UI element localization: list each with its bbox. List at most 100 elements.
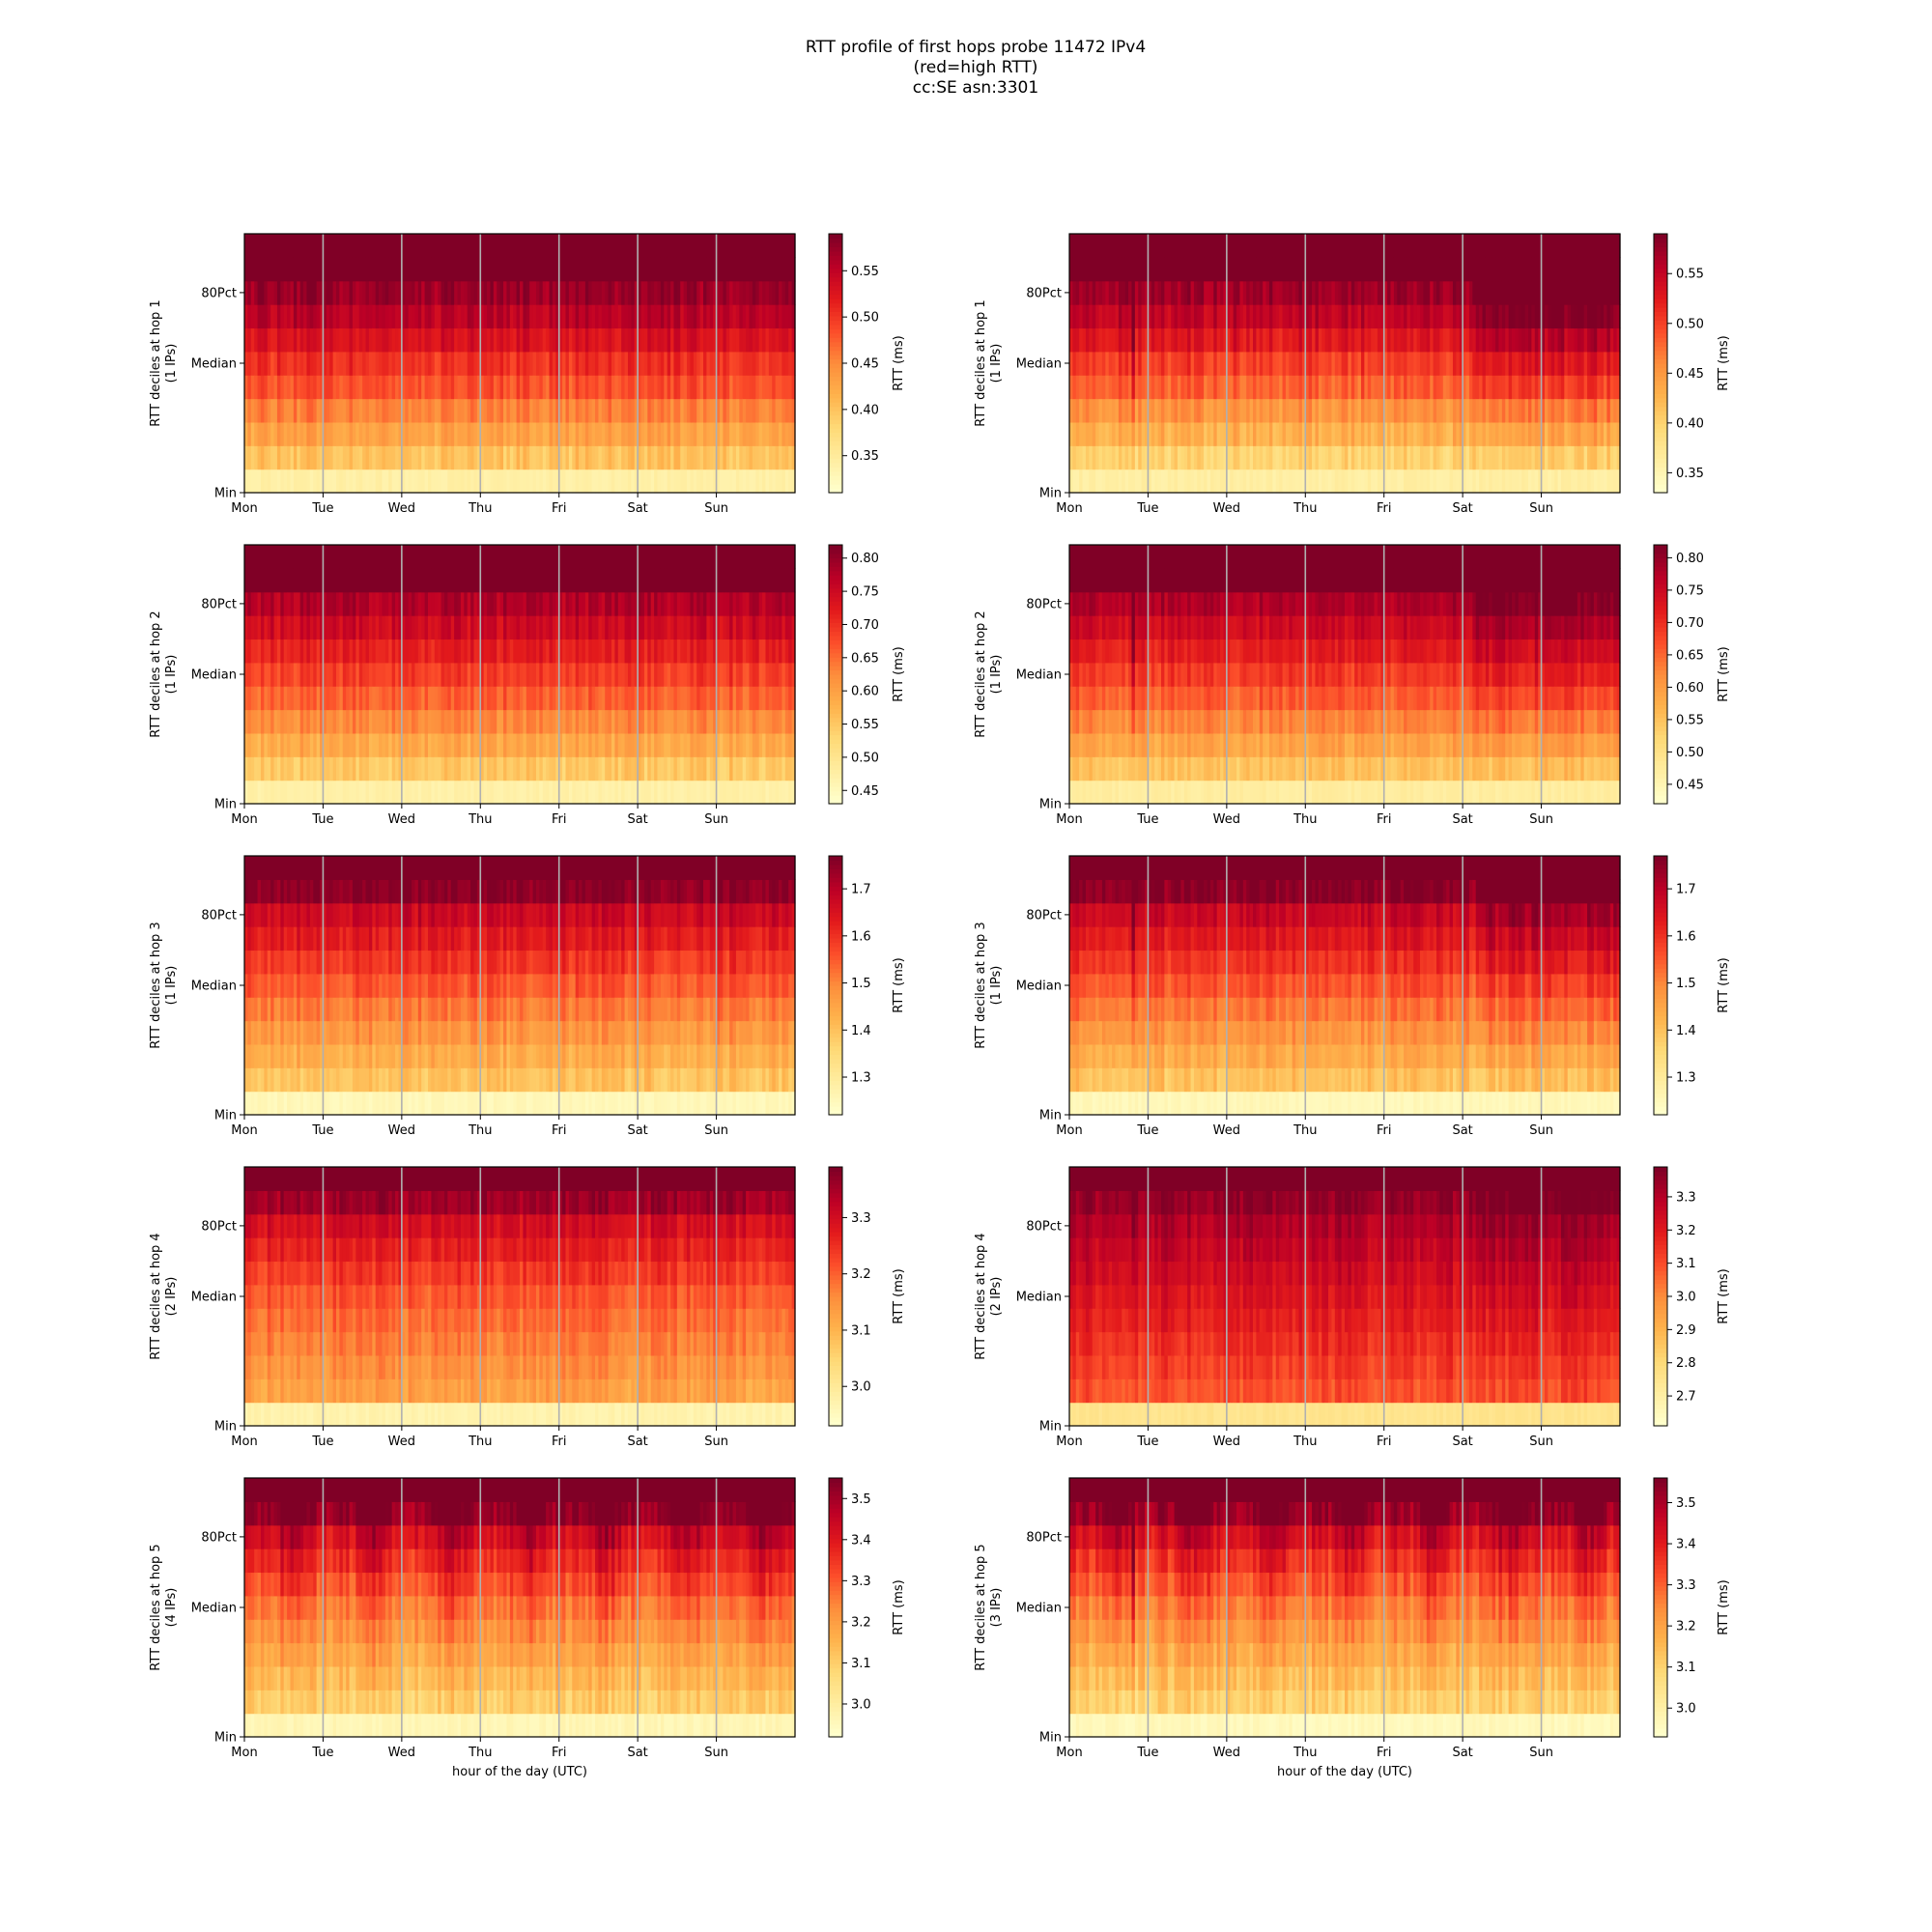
heatmap-cell — [595, 304, 600, 329]
heatmap-cell — [562, 469, 567, 494]
heatmap-cell — [362, 280, 367, 305]
heatmap-cell — [1338, 304, 1343, 329]
heatmap-cell — [1183, 327, 1188, 353]
heatmap-cell — [384, 351, 389, 376]
heatmap-cell — [1118, 304, 1122, 329]
heatmap-cell — [382, 304, 386, 329]
heatmap-cell — [329, 709, 334, 734]
heatmap-cell — [680, 304, 685, 329]
heatmap-cell — [742, 234, 747, 258]
heatmap-cell — [1082, 375, 1087, 400]
heatmap-cell — [483, 234, 488, 258]
heatmap-cell — [1157, 327, 1162, 353]
heatmap-cell — [1298, 257, 1303, 282]
heatmap-cell — [746, 398, 751, 423]
heatmap-cell — [467, 615, 471, 640]
heatmap-cell — [1216, 421, 1221, 446]
heatmap-cell — [391, 351, 396, 376]
heatmap-cell — [460, 469, 465, 494]
heatmap-cell — [457, 257, 462, 282]
heatmap-cell — [1312, 469, 1317, 494]
heatmap-cell — [379, 421, 384, 446]
heatmap-cell — [290, 257, 295, 282]
colorbar-segment — [1654, 470, 1667, 476]
heatmap-cell — [460, 304, 465, 329]
heatmap-cell — [270, 686, 275, 711]
heatmap-cell — [320, 257, 325, 282]
heatmap-cell — [1292, 421, 1296, 446]
heatmap-cell — [283, 615, 288, 640]
heatmap-cell — [680, 469, 685, 494]
heatmap-cell — [447, 257, 452, 282]
heatmap-cell — [1253, 445, 1257, 470]
heatmap-cell — [696, 375, 701, 400]
heatmap-cell — [667, 257, 671, 282]
heatmap-cell — [428, 469, 432, 494]
heatmap-cell — [499, 615, 504, 640]
heatmap-cell — [1183, 375, 1188, 400]
heatmap-cell — [535, 591, 540, 616]
heatmap-cell — [1292, 398, 1296, 423]
heatmap-cell — [487, 280, 492, 305]
heatmap-cell — [1289, 327, 1293, 353]
heatmap-cell — [365, 304, 370, 329]
heatmap-cell — [384, 732, 389, 757]
heatmap-cell — [680, 257, 685, 282]
heatmap-cell — [1430, 351, 1435, 376]
heatmap-cell — [709, 327, 714, 353]
heatmap-cell — [1164, 234, 1169, 258]
heatmap-cell — [1197, 304, 1202, 329]
heatmap-cell — [499, 421, 504, 446]
heatmap-cell — [1590, 327, 1595, 353]
heatmap-cell — [1148, 257, 1152, 282]
heatmap-cell — [329, 327, 334, 353]
heatmap-cell — [264, 375, 269, 400]
heatmap-cell — [791, 351, 796, 376]
heatmap-cell — [299, 234, 304, 258]
heatmap-cell — [703, 375, 707, 400]
heatmap-cell — [1187, 257, 1192, 282]
heatmap-cell — [1285, 469, 1290, 494]
colorbar-segment — [1654, 419, 1667, 425]
heatmap-cell — [454, 732, 459, 757]
heatmap-cell — [1416, 398, 1421, 423]
heatmap-cell — [676, 280, 681, 305]
heatmap-cell — [503, 327, 508, 353]
heatmap-cell — [670, 280, 675, 305]
heatmap-cell — [529, 375, 534, 400]
heatmap-cell — [1350, 280, 1355, 305]
heatmap-cell — [313, 469, 318, 494]
heatmap-cell — [588, 421, 593, 446]
heatmap-cell — [1393, 234, 1398, 258]
heatmap-cell — [1357, 304, 1362, 329]
heatmap-cell — [342, 304, 347, 329]
x-tick-label: Wed — [1213, 501, 1240, 516]
heatmap-cell — [431, 351, 436, 376]
heatmap-cell — [732, 234, 737, 258]
heatmap-cell — [1357, 445, 1362, 470]
heatmap-cell — [1485, 375, 1490, 400]
heatmap-cell — [1298, 234, 1303, 258]
heatmap-cell — [535, 257, 540, 282]
heatmap-cell — [431, 545, 436, 569]
heatmap-cell — [755, 469, 760, 494]
heatmap-cell — [1301, 304, 1306, 329]
heatmap-cell — [1331, 234, 1336, 258]
heatmap-cell — [781, 234, 786, 258]
heatmap-cell — [520, 327, 524, 353]
heatmap-cell — [382, 421, 386, 446]
heatmap-cell — [408, 304, 412, 329]
colorbar-segment — [829, 298, 842, 304]
heatmap-cell — [332, 234, 337, 258]
heatmap-cell — [624, 398, 629, 423]
heatmap-cell — [244, 445, 248, 470]
heatmap-cell — [529, 304, 534, 329]
heatmap-cell — [490, 375, 495, 400]
colorbar-segment — [1654, 250, 1667, 256]
heatmap-cell — [1531, 398, 1536, 423]
heatmap-cells — [244, 545, 796, 805]
heatmap-cell — [532, 280, 537, 305]
heatmap-cell — [421, 304, 426, 329]
heatmap-cell — [725, 469, 730, 494]
heatmap-cell — [1138, 257, 1143, 282]
